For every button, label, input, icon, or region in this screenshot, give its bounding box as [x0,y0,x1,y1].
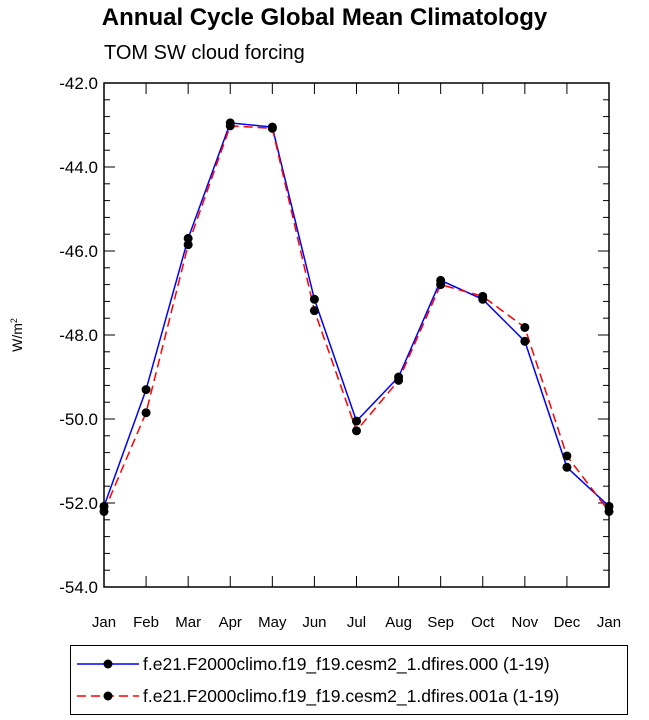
x-tick-label: Oct [471,614,495,631]
legend-line-marker-blue [77,659,139,669]
legend: f.e21.F2000climo.f19_f19.cesm2_1.dfires.… [70,645,628,715]
y-tick-label: -52.0 [59,494,98,513]
chart-title: Annual Cycle Global Mean Climatology [101,4,548,31]
y-tick-label: -42.0 [59,74,98,93]
data-point-series-1 [520,336,530,346]
data-point-series-1 [352,416,361,426]
y-tick-label: -54.0 [59,578,98,597]
plot-frame [103,82,610,588]
data-point-series-2 [394,375,404,385]
legend-entry-series-1: f.e21.F2000climo.f19_f19.cesm2_1.dfires.… [71,649,627,679]
data-point-series-2 [267,123,277,133]
x-tick-label: Jul [347,614,366,631]
y-tick-label: -44.0 [59,158,98,177]
x-tick-label: Jan [597,614,621,631]
data-point-series-2 [183,240,193,250]
x-tick-label: May [258,614,287,631]
data-point-series-2 [225,121,235,131]
y-tick-label: -46.0 [59,242,98,261]
x-tick-label: Nov [511,614,538,631]
data-point-series-2 [520,322,530,332]
x-tick-label: Feb [133,614,159,631]
data-point-series-1 [183,233,193,243]
series-line-2 [103,125,610,512]
data-point-series-2 [478,291,488,301]
data-point-series-1 [309,294,319,304]
y-tick-label: -48.0 [59,326,98,345]
x-tick-label: Mar [175,614,201,631]
data-point-series-2 [436,280,446,290]
data-point-series-1 [141,385,151,395]
x-tick-label: Aug [385,614,412,631]
data-point-series-2 [309,306,319,316]
x-tick-label: Dec [554,614,581,631]
legend-label-series-2: f.e21.F2000climo.f19_f19.cesm2_1.dfires.… [143,686,560,706]
y-tick-label: -50.0 [59,410,98,429]
series-line-1 [103,122,610,507]
y-axis-label: W/m2 [9,318,25,352]
data-point-series-2 [352,426,361,436]
chart-subtitle: TOM SW cloud forcing [104,42,305,64]
legend-entry-series-2: f.e21.F2000climo.f19_f19.cesm2_1.dfires.… [71,681,627,711]
legend-label-series-1: f.e21.F2000climo.f19_f19.cesm2_1.dfires.… [143,654,550,674]
data-point-series-1 [562,462,572,472]
x-tick-label: Apr [219,614,242,631]
legend-line-marker-red [77,691,139,701]
data-point-series-2 [141,408,151,418]
x-tick-label: Jan [92,614,116,631]
data-point-series-2 [562,451,572,461]
x-tick-label: Jun [302,614,326,631]
x-tick-label: Sep [427,614,454,631]
